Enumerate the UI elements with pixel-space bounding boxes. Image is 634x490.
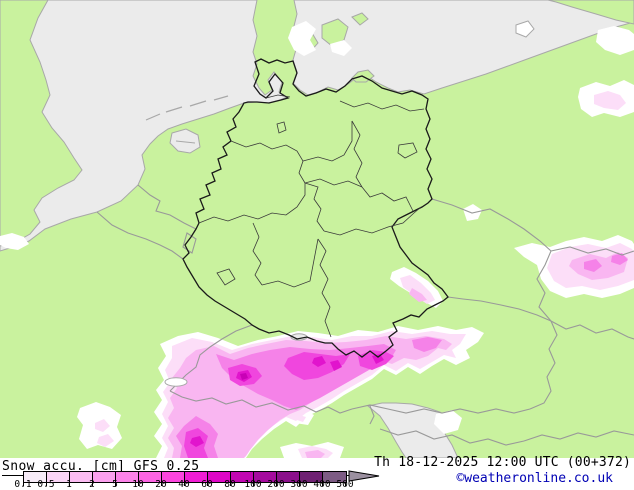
- england: [0, 0, 83, 247]
- snow-baltic-edge: [596, 26, 634, 55]
- border-luxembourg: [182, 232, 197, 254]
- scale-tick-mark: [276, 483, 277, 486]
- scale-cell: [277, 472, 300, 482]
- scale-tick-mark: [23, 483, 24, 486]
- scale-cell: [185, 472, 208, 482]
- scale-cell: [47, 472, 70, 482]
- forecast-timestamp: Th 18-12-2025 12:00 UTC (00+372): [374, 455, 631, 470]
- bottom-snow-l2: [305, 450, 325, 458]
- scale-tick-mark: [92, 483, 93, 486]
- germany-outline: [182, 58, 449, 358]
- map-canvas: [0, 0, 634, 459]
- border-sk-hu: [550, 320, 634, 340]
- polder-line: [175, 140, 196, 144]
- snow-dover: [0, 233, 29, 250]
- border-hr-hu: [523, 430, 634, 442]
- scale-tick-mark: [230, 483, 231, 486]
- east-snow-l3: [584, 253, 628, 272]
- scale-cell: [162, 472, 185, 482]
- scale-cell: [231, 472, 254, 482]
- map-svg: [0, 0, 634, 459]
- scale-tick-mark: [207, 483, 208, 486]
- alps-snow-l3-east: [412, 337, 442, 352]
- scale-tick-mark: [345, 483, 346, 486]
- wadden-islands: [145, 95, 229, 121]
- bohemia-snow-l2: [409, 288, 427, 302]
- scale-cell: [323, 472, 346, 482]
- scale-cell: [116, 472, 139, 482]
- scale-tick-mark: [184, 483, 185, 486]
- border-cz-pl: [431, 198, 552, 252]
- german-state-borders: [198, 94, 425, 338]
- bornholm-island: [515, 20, 535, 38]
- france-snow-l1: [95, 419, 114, 447]
- scale-tick-mark: [299, 483, 300, 486]
- border-at-south: [351, 404, 531, 414]
- scale-tick-mark: [69, 483, 70, 486]
- border-at-cz: [447, 296, 552, 322]
- border-at-east: [529, 320, 558, 410]
- berlin-outline: [397, 142, 418, 159]
- sweden-coast: [547, 0, 634, 25]
- border-si-hr: [379, 428, 525, 446]
- bohemia-snow-l1: [400, 275, 435, 304]
- scale-cell: [254, 472, 277, 482]
- border-sk-pl: [550, 246, 634, 256]
- scale-overflow-arrow: [348, 470, 380, 482]
- country-borders: [96, 184, 634, 446]
- color-scale-bar: [23, 471, 347, 483]
- border-ch-it: [169, 390, 353, 414]
- ijsselmeer-lake: [169, 128, 201, 154]
- scale-cell: [208, 472, 231, 482]
- border-si-it: [369, 405, 375, 425]
- border-nl-be: [137, 184, 197, 230]
- northeast-snow-l1: [594, 91, 626, 110]
- scale-tick-mark: [46, 483, 47, 486]
- snow-denmark-1: [288, 21, 316, 56]
- scale-cell: [139, 472, 162, 482]
- scale-cell: [300, 472, 323, 482]
- lake-geneva: [164, 377, 188, 387]
- scale-cell: [93, 472, 116, 482]
- snow-istria: [434, 410, 462, 434]
- scale-tick-mark: [161, 483, 162, 486]
- lombardy-snow-l1: [297, 415, 306, 422]
- scale-tick-mark: [115, 483, 116, 486]
- alps-snow-l6-dot: [240, 373, 248, 380]
- scale-tick-mark: [322, 483, 323, 486]
- scale-tick-mark: [138, 483, 139, 486]
- scale-cell: [70, 472, 93, 482]
- snow-denmark-2: [330, 40, 352, 56]
- scale-tick-mark: [253, 483, 254, 486]
- trace-snow-patches: [0, 21, 634, 434]
- scale-cell: [24, 472, 47, 482]
- copyright-link[interactable]: ©weatheronline.co.uk: [456, 471, 613, 486]
- border-cz-sk: [536, 250, 552, 322]
- border-be-fr: [96, 211, 184, 260]
